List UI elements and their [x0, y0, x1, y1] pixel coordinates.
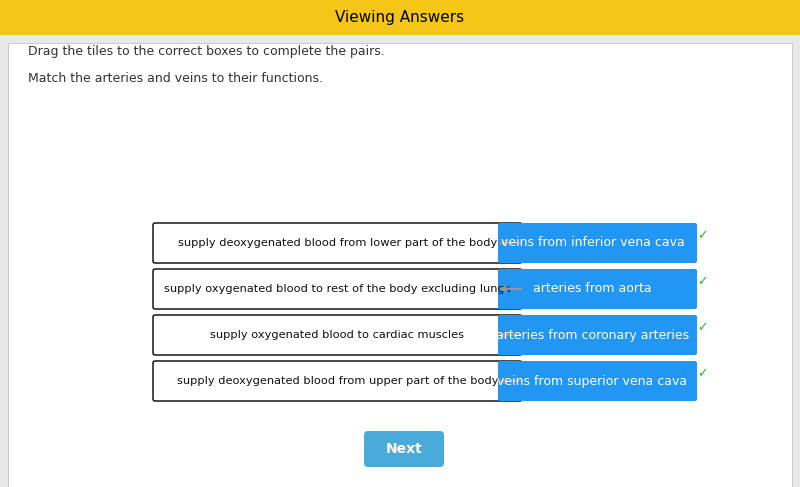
FancyBboxPatch shape: [364, 431, 444, 467]
FancyBboxPatch shape: [153, 223, 522, 263]
Text: ✓: ✓: [697, 275, 707, 288]
Text: supply deoxygenated blood from upper part of the body: supply deoxygenated blood from upper par…: [177, 376, 498, 386]
Text: ✓: ✓: [697, 321, 707, 334]
FancyBboxPatch shape: [153, 361, 522, 401]
Text: ✓: ✓: [697, 229, 707, 242]
Text: supply deoxygenated blood from lower part of the body: supply deoxygenated blood from lower par…: [178, 238, 497, 248]
FancyBboxPatch shape: [153, 269, 522, 309]
FancyBboxPatch shape: [498, 315, 697, 355]
Text: supply oxygenated blood to cardiac muscles: supply oxygenated blood to cardiac muscl…: [210, 330, 465, 340]
FancyBboxPatch shape: [8, 43, 792, 487]
Text: supply oxygenated blood to rest of the body excluding lungs: supply oxygenated blood to rest of the b…: [164, 284, 511, 294]
Text: arteries from aorta: arteries from aorta: [533, 282, 652, 296]
FancyBboxPatch shape: [498, 223, 697, 263]
Text: Next: Next: [386, 442, 422, 456]
Text: Viewing Answers: Viewing Answers: [335, 10, 465, 25]
FancyBboxPatch shape: [153, 315, 522, 355]
FancyBboxPatch shape: [498, 361, 697, 401]
Text: arteries from coronary arteries: arteries from coronary arteries: [496, 329, 689, 341]
Text: veins from inferior vena cava: veins from inferior vena cava: [501, 237, 684, 249]
Text: veins from superior vena cava: veins from superior vena cava: [498, 375, 687, 388]
FancyBboxPatch shape: [0, 0, 800, 35]
Text: Match the arteries and veins to their functions.: Match the arteries and veins to their fu…: [28, 72, 323, 85]
Text: Drag the tiles to the correct boxes to complete the pairs.: Drag the tiles to the correct boxes to c…: [28, 45, 385, 58]
FancyBboxPatch shape: [498, 269, 697, 309]
Text: ✓: ✓: [697, 367, 707, 380]
